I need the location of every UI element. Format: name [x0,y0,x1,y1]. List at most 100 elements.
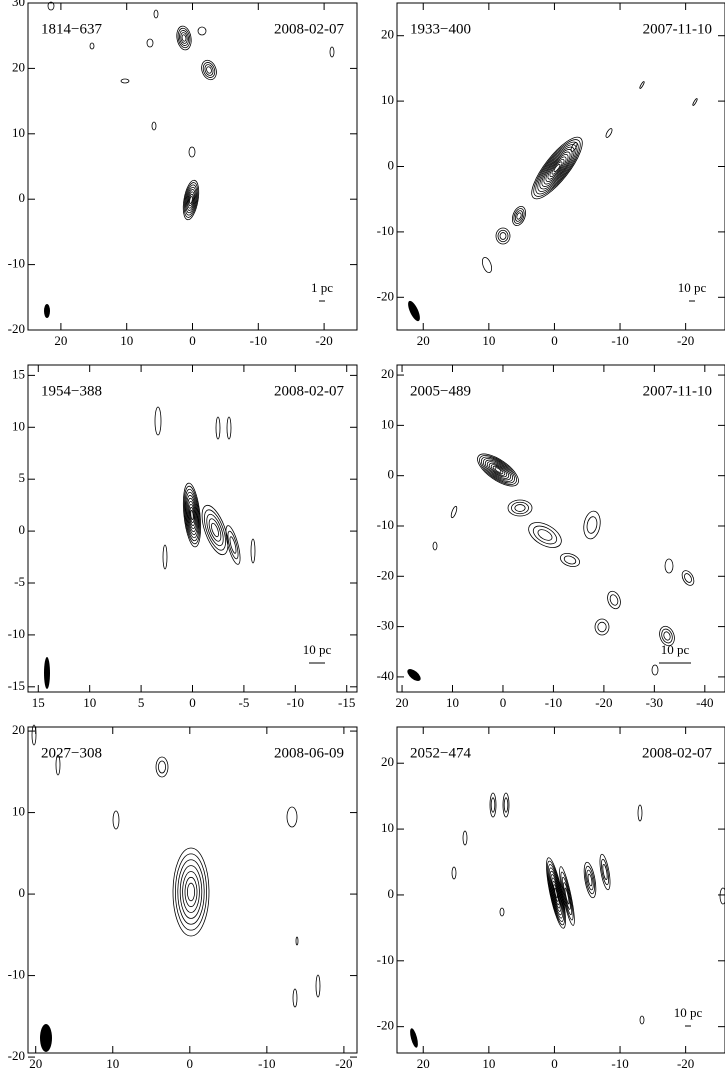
contour [545,154,569,182]
contour [560,871,574,921]
panel: 20 10 0 -10 -20 -30 -40 -40 -30 -20 -10 0 10 20 2005−4… [377,364,725,710]
contour [185,491,199,539]
y-tick-label: -10 [8,256,25,271]
contour [180,32,188,44]
beam [407,669,421,681]
contour [179,30,189,46]
contour [187,500,197,530]
y-tick-label: 20 [12,59,25,74]
contour [585,865,595,895]
contour [229,536,237,554]
contour [639,81,645,89]
panel: 20 10 0 -10 -20 -20 -10 0 10 20 1933−400 2007-11-10… [377,2,725,348]
contour [539,146,575,190]
contour [184,488,200,542]
contour [609,594,619,606]
y-tick-label: 0 [19,522,26,537]
contour [206,66,212,74]
contour [651,664,659,676]
contour [663,631,671,641]
contour [188,146,196,158]
panel: 20 10 0 -10 -20 -20 -10 0 10 20 2052−474 2008-02-07… [377,726,725,1071]
x-tick-label: -30 [646,695,663,710]
contour [514,210,524,222]
x-tick-label: 0 [551,333,558,348]
y-tick-label: -10 [377,223,394,238]
x-tick-label: 20 [29,1056,42,1071]
contour [583,510,601,540]
contour [204,64,214,76]
x-tick-label: -20 [595,695,612,710]
x-tick-label: -20 [677,333,694,348]
contour [664,558,674,574]
source-name: 1814−637 [41,21,102,37]
plot-frame [27,2,358,331]
contour [564,887,570,905]
panel: 15 10 5 0 -5 -10 -15 -15 -10 -5 0 5 10 15 1954−388 2008… [8,364,358,710]
epoch: 2007-11-10 [643,21,712,37]
contour [512,205,526,227]
y-tick-label: -15 [8,678,25,693]
contour [563,555,577,565]
y-tick-label: 10 [381,92,394,107]
contour [550,874,562,912]
contour [684,573,692,583]
contour [659,625,675,647]
scale-label: 10 pc [303,642,332,657]
epoch: 2008-02-07 [274,21,344,37]
contour [546,860,566,926]
y-tick-label: 5 [19,470,26,485]
contour [329,46,335,58]
contour [182,179,200,221]
x-tick-label: -10 [250,333,267,348]
contour [607,590,621,610]
contour [184,876,198,908]
contour [202,62,216,78]
x-tick-label: 20 [417,1056,430,1071]
contour [172,847,210,937]
plot-frame [396,364,725,693]
x-tick-label: 20 [417,333,430,348]
y-tick-label: 0 [388,157,395,172]
contour [176,25,192,51]
epoch: 2008-06-09 [274,745,344,761]
y-tick-label: 15 [12,366,25,381]
contour [155,756,169,778]
y-tick-label: 10 [381,416,394,431]
y-tick-label: -20 [8,1048,25,1063]
x-tick-label: -10 [258,1056,275,1071]
y-tick-label: 0 [388,886,395,901]
y-tick-label: -20 [8,321,25,336]
contour [543,151,571,185]
contour [537,144,577,192]
beam [44,304,50,318]
contour [226,416,232,440]
contour [450,505,458,519]
contour [112,810,120,830]
contour [188,193,194,207]
x-tick-label: 20 [54,333,67,348]
contour [551,877,561,909]
contour [177,27,191,49]
contour [586,516,598,534]
contour [549,870,563,916]
contour [692,98,698,106]
contour [514,504,526,512]
contour [462,830,468,846]
x-tick-label: -10 [545,695,562,710]
contour [197,26,207,36]
beam [40,1024,52,1052]
contour [532,525,558,545]
y-tick-label: -20 [377,1018,394,1033]
contour [250,538,256,564]
contour [507,499,533,517]
contour [153,9,159,19]
x-tick-label: 0 [189,333,196,348]
x-tick-label: -10 [611,333,628,348]
source-name: 1933−400 [410,21,471,37]
contour [211,522,219,538]
contour [502,792,510,818]
contour [186,494,198,536]
y-tick-label: -10 [377,952,394,967]
